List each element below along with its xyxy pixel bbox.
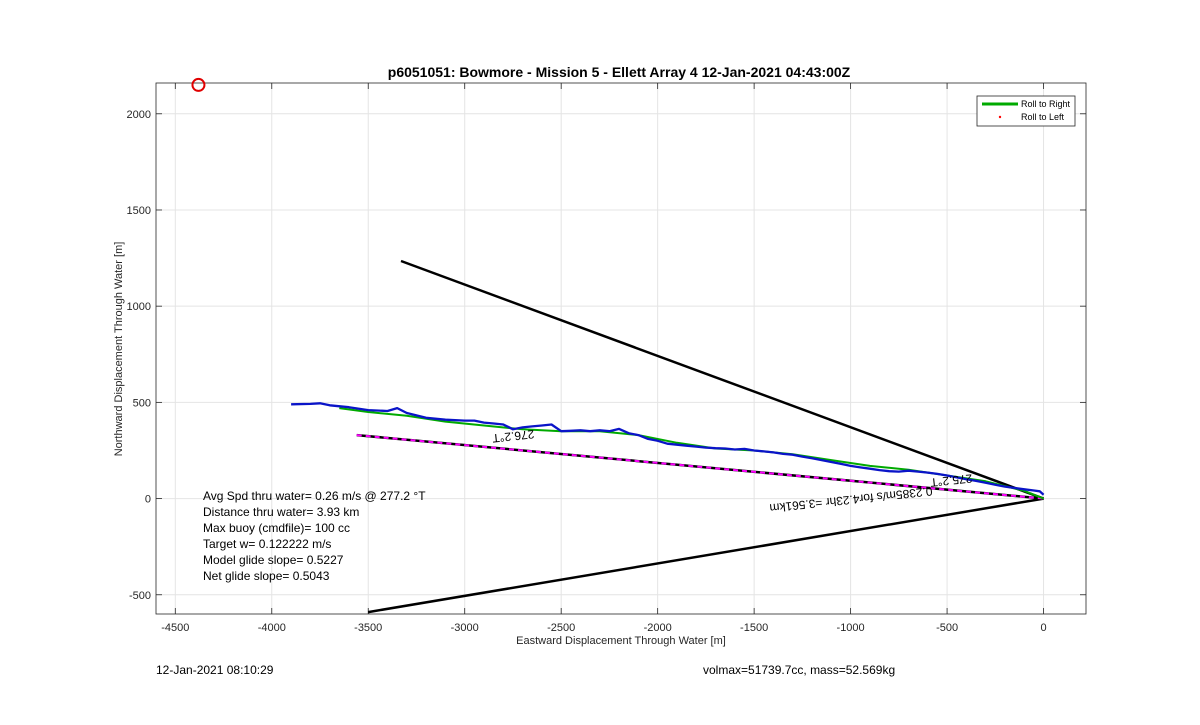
reference-line bbox=[367, 497, 1044, 614]
legend: Roll to Right Roll to Left bbox=[976, 95, 1076, 127]
y-tick-label: 1500 bbox=[127, 205, 151, 217]
y-tick-label: 0 bbox=[145, 494, 151, 506]
x-tick-label: -2000 bbox=[644, 622, 672, 634]
annotations: Avg Spd thru water= 0.26 m/s @ 277.2 °T D… bbox=[203, 489, 426, 583]
y-tick-label: 500 bbox=[133, 397, 151, 409]
annotation-line: Avg Spd thru water= 0.26 m/s @ 277.2 °T bbox=[203, 489, 426, 503]
legend-label-right: Roll to Right bbox=[1021, 99, 1071, 109]
series-line bbox=[291, 402, 1045, 496]
y-axis-label: Northward Displacement Through Water [m] bbox=[113, 242, 125, 457]
annotation-line: Net glide slope= 0.5043 bbox=[203, 569, 330, 583]
reference-line bbox=[400, 259, 1045, 500]
annotation-line: Distance thru water= 3.93 km bbox=[203, 505, 359, 519]
x-tick-label: 0 bbox=[1040, 622, 1046, 634]
x-tick-label: -2500 bbox=[547, 622, 575, 634]
x-tick-label: -3000 bbox=[451, 622, 479, 634]
annotation-line: Max buoy (cmdfile)= 100 cc bbox=[203, 521, 350, 535]
x-tick-label: -1500 bbox=[740, 622, 768, 634]
footer-volmax-mass: volmax=51739.7cc, mass=52.569kg bbox=[703, 663, 896, 677]
x-tick-label: -1000 bbox=[837, 622, 865, 634]
chart-title: p6051051: Bowmore - Mission 5 - Ellett A… bbox=[388, 64, 851, 80]
axes: -4500 -4000 -3500 -3000 -2500 -2000 -1500 -1000… bbox=[127, 82, 1087, 634]
y-tick-label: 1000 bbox=[127, 301, 151, 313]
x-axis-label: Eastward Displacement Through Water [m] bbox=[516, 635, 726, 647]
y-tick-label: 2000 bbox=[127, 109, 151, 121]
plot-frame bbox=[155, 82, 1087, 615]
line-label: 275.2°T bbox=[929, 471, 973, 489]
annotation-line: Model glide slope= 0.5227 bbox=[203, 553, 344, 567]
legend-swatch-left bbox=[998, 115, 1002, 119]
x-tick-label: -500 bbox=[936, 622, 958, 634]
reference-line-dashed bbox=[356, 434, 1044, 500]
legend-label-left: Roll to Left bbox=[1021, 112, 1065, 122]
start-marker bbox=[191, 77, 206, 92]
x-tick-label: -4000 bbox=[258, 622, 286, 634]
x-tick-label: -4500 bbox=[161, 622, 189, 634]
line-label: 276.2°T bbox=[491, 427, 535, 445]
series-layer bbox=[191, 77, 1045, 614]
legend-box bbox=[976, 95, 1076, 127]
grid bbox=[156, 83, 1086, 614]
y-tick-label: -500 bbox=[129, 590, 151, 602]
footer-timestamp: 12-Jan-2021 08:10:29 bbox=[156, 663, 274, 677]
annotation-line: Target w= 0.122222 m/s bbox=[203, 537, 331, 551]
x-tick-label: -3500 bbox=[354, 622, 382, 634]
